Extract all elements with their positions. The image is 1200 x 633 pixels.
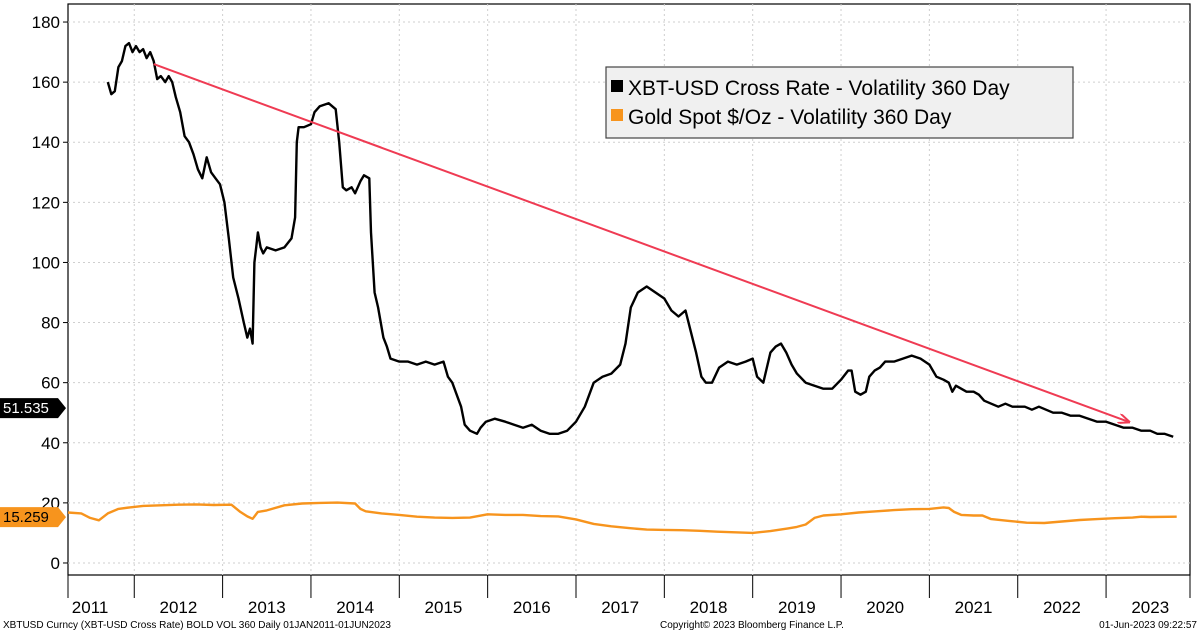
legend-box	[605, 66, 1074, 139]
last-value-tags: 51.535 15.259	[0, 398, 66, 528]
y-tick-label: 120	[32, 193, 60, 212]
footer: XBTUSD Curncy (XBT-USD Cross Rate) BOLD …	[3, 620, 1197, 631]
tag-shape	[0, 507, 66, 528]
x-tick-label: 2012	[160, 598, 198, 617]
x-tick-label: 2016	[513, 598, 551, 617]
x-tick-label: 2023	[1131, 598, 1169, 617]
y-tick-label: 0	[51, 554, 60, 573]
x-tick-label: 2019	[778, 598, 816, 617]
x-tick-label: 2020	[866, 598, 904, 617]
legend-swatch-gold	[611, 109, 623, 121]
legend: XBT-USD Cross Rate - Volatility 360 Day …	[605, 66, 1074, 139]
y-tick-label: 60	[41, 374, 60, 393]
x-tick-label: 2017	[601, 598, 639, 617]
x-tick-label: 2013	[248, 598, 286, 617]
y-tick-label: 180	[32, 13, 60, 32]
y-tick-label: 160	[32, 73, 60, 92]
last-value-tag-xbt: 51.535	[0, 398, 66, 419]
gold-volatility-line	[67, 501, 1177, 535]
y-tick-label: 140	[32, 133, 60, 152]
x-axis: 2011 2012 2013 2014 2015 2016 2017 2018 2019 2020…	[67, 575, 1191, 617]
x-tick-label: 2018	[690, 598, 728, 617]
tag-shape	[0, 398, 66, 419]
y-tick-label: 40	[41, 434, 60, 453]
last-value-tag-gold: 15.259	[0, 507, 66, 528]
footer-copyright: Copyright© 2023 Bloomberg Finance L.P.	[660, 620, 844, 631]
x-tick-label: 2022	[1043, 598, 1081, 617]
tag-value: 51.535	[3, 400, 49, 417]
series-lines	[67, 41, 1177, 535]
x-tick-label: 2015	[425, 598, 463, 617]
footer-source: XBTUSD Curncy (XBT-USD Cross Rate) BOLD …	[3, 620, 391, 631]
tag-value: 15.259	[3, 509, 49, 526]
x-tick-label: 2014	[336, 598, 374, 617]
legend-label-xbt: XBT-USD Cross Rate - Volatility 360 Day	[628, 77, 1010, 100]
trend-arrow	[153, 63, 1128, 422]
legend-label-gold: Gold Spot $/Oz - Volatility 360 Day	[628, 106, 952, 129]
xbt-volatility-line	[106, 41, 1174, 438]
footer-timestamp: 01-Jun-2023 09:22:57	[1099, 620, 1197, 631]
y-tick-label: 80	[41, 314, 60, 333]
x-tick-label: 2011	[72, 598, 109, 617]
y-tick-label: 100	[32, 253, 60, 272]
x-tick-label: 2021	[955, 598, 993, 617]
legend-swatch-xbt	[611, 80, 623, 92]
